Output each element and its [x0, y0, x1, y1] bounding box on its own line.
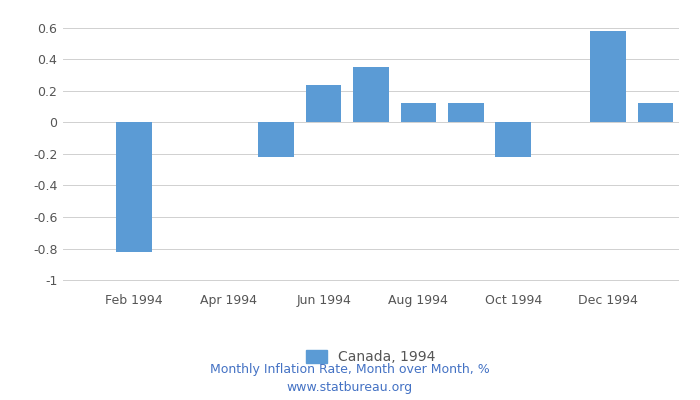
- Bar: [116, 122, 152, 252]
- Bar: [258, 122, 294, 157]
- Legend: Canada, 1994: Canada, 1994: [301, 345, 441, 370]
- Text: Monthly Inflation Rate, Month over Month, %: Monthly Inflation Rate, Month over Month…: [210, 364, 490, 376]
- Bar: [448, 104, 484, 122]
- Text: www.statbureau.org: www.statbureau.org: [287, 382, 413, 394]
- Bar: [638, 104, 673, 122]
- Bar: [590, 31, 626, 122]
- Bar: [354, 67, 388, 122]
- Bar: [306, 84, 342, 122]
- Bar: [400, 104, 436, 122]
- Bar: [496, 122, 531, 157]
